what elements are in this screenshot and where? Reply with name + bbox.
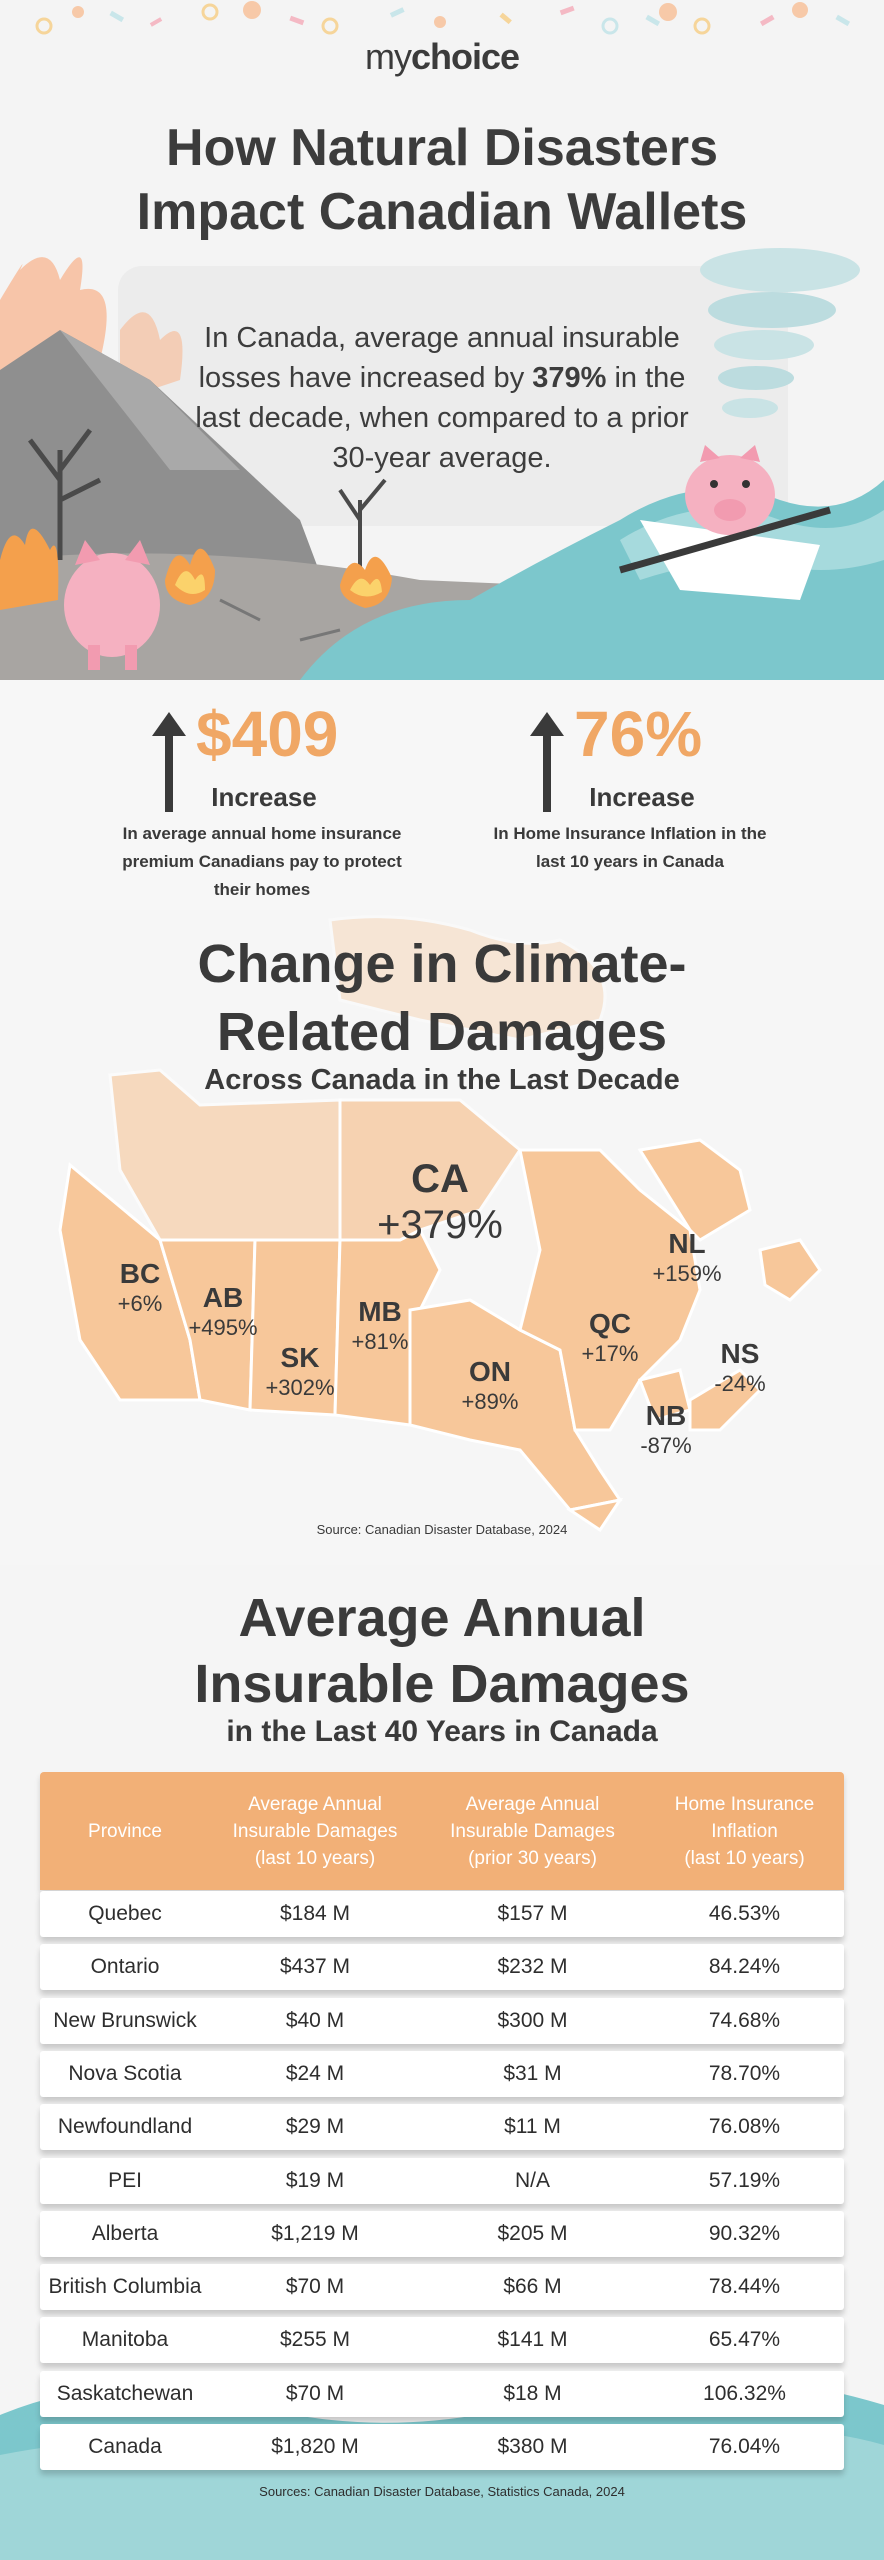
table-cell: $24 M <box>285 2061 345 2085</box>
table-cell: 57.19% <box>708 2168 781 2192</box>
province-label-ns: NS -24% <box>714 1338 766 1396</box>
table-row: Quebec $184 M $157 M 46.53% <box>40 1891 844 1937</box>
stat-description: In Home Insurance Inflation in the last … <box>493 824 767 871</box>
header-last-10-years: Average Annual Insurable Damages (last 1… <box>232 1793 398 1869</box>
table-cell: 106.32% <box>703 2381 786 2405</box>
header-province: Province <box>88 1820 162 1842</box>
stat-label: Increase <box>211 782 317 812</box>
canada-map <box>58 915 822 1533</box>
mychoice-logo: mychoice <box>364 36 520 77</box>
cell-province: British Columbia <box>48 2275 202 2299</box>
table-row: Manitoba $255 M $141 M 65.47% <box>40 2317 844 2364</box>
table-row: Ontario $437 M $232 M 84.24% <box>40 1944 844 1991</box>
arrow-up-icon <box>530 712 564 812</box>
table-cell: 65.47% <box>708 2328 781 2352</box>
province-label-sk: SK +302% <box>265 1342 335 1400</box>
cell-province: Saskatchewan <box>56 2381 194 2405</box>
table-header: Province Average Annual Insurable Damage… <box>40 1772 844 1890</box>
province-label-nb: NB -87% <box>640 1400 692 1458</box>
table-cell: 78.44% <box>708 2275 781 2299</box>
table-cell: $184 M <box>279 1902 351 1925</box>
table-cell: $380 M <box>497 2435 568 2458</box>
table-cell: 76.04% <box>708 2435 781 2458</box>
table-section: Average Annual Insurable Damages in the L… <box>0 1565 884 2560</box>
table-cell: 78.70% <box>708 2061 781 2085</box>
province-label-nl: NL +159% <box>652 1228 722 1286</box>
map-section: Change in Climate- Related Damages Across… <box>0 910 884 1565</box>
province-label-on: ON +89% <box>461 1356 519 1414</box>
map-subtitle: Across Canada in the Last Decade <box>204 1064 680 1096</box>
table-cell: $205 M <box>497 2221 568 2245</box>
arrow-up-icon <box>152 712 186 812</box>
confetti-decoration <box>35 1 851 35</box>
table-row: Alberta $1,219 M $205 M 90.32% <box>40 2210 844 2257</box>
cell-province: Canada <box>88 2435 162 2458</box>
table-cell: $437 M <box>279 1955 351 1979</box>
province-label-bc: BC +6% <box>117 1258 163 1316</box>
stat-description: In average annual home insurance premium… <box>122 824 402 899</box>
hero-statement: In Canada, average annual insurable loss… <box>195 322 689 474</box>
cell-province: Manitoba <box>81 2328 169 2352</box>
province-label-qc: QC +17% <box>581 1308 639 1366</box>
map-title: Change in Climate- Related Damages <box>197 934 687 1062</box>
table-cell: $70 M <box>285 2275 345 2299</box>
stat-value: $409 <box>196 698 339 770</box>
table-cell: $232 M <box>497 1955 568 1979</box>
table-source: Sources: Canadian Disaster Database, Sta… <box>259 2484 625 2499</box>
table-cell: $70 M <box>285 2381 345 2405</box>
cell-province: Ontario <box>90 1955 160 1979</box>
cell-province: Quebec <box>88 1902 162 1925</box>
table-cell: $29 M <box>285 2115 345 2139</box>
map-source: Source: Canadian Disaster Database, 2024 <box>316 1522 568 1537</box>
table-subtitle: in the Last 40 Years in Canada <box>226 1715 658 1748</box>
cell-province: Nova Scotia <box>68 2061 182 2085</box>
disaster-illustration <box>0 248 884 680</box>
table-row: Canada $1,820 M $380 M 76.04% <box>40 2424 844 2470</box>
province-label-mb: MB +81% <box>351 1296 409 1354</box>
table-cell: $19 M <box>285 2168 345 2192</box>
table-title: Average Annual Insurable Damages <box>194 1588 690 1714</box>
table-cell: 84.24% <box>708 1955 781 1979</box>
table-row: Nova Scotia $24 M $31 M 78.70% <box>40 2050 844 2097</box>
header-prior-30-years: Average Annual Insurable Damages (prior … <box>450 1793 615 1869</box>
table-cell: N/A <box>514 2168 550 2192</box>
table-cell: $141 M <box>497 2328 568 2352</box>
page-title: How Natural Disasters Impact Canadian Wal… <box>136 119 748 241</box>
table-cell: $157 M <box>497 1902 568 1925</box>
cell-province: Newfoundland <box>57 2115 193 2139</box>
table-cell: $11 M <box>504 2115 561 2139</box>
table-cell: $40 M <box>285 2008 345 2032</box>
table-row: British Columbia $70 M $66 M 78.44% <box>40 2264 844 2311</box>
table-cell: $1,219 M <box>271 2221 359 2245</box>
cell-province: New Brunswick <box>53 2008 197 2032</box>
table-cell: 46.53% <box>708 1902 781 1925</box>
cell-province: PEI <box>108 2168 142 2192</box>
table-cell: $18 M <box>503 2381 562 2405</box>
table-cell: $255 M <box>279 2328 351 2352</box>
table-row: Newfoundland $29 M $11 M 76.08% <box>40 2104 844 2151</box>
cell-province: Alberta <box>91 2221 159 2245</box>
table-row: PEI $19 M N/A 57.19% <box>40 2157 844 2204</box>
province-label-ab: AB +495% <box>188 1282 258 1340</box>
hero-section: mychoice How Natural Disasters Impact Can… <box>0 0 884 680</box>
table-cell: 90.32% <box>708 2221 781 2245</box>
stats-section: $409 Increase In average annual home ins… <box>0 680 884 910</box>
table-cell: $300 M <box>497 2008 568 2032</box>
table-cell: $66 M <box>503 2275 562 2299</box>
table-cell: $1,820 M <box>271 2435 359 2458</box>
table-row: New Brunswick $40 M $300 M 74.68% <box>40 1997 844 2044</box>
stat-value: 76% <box>574 698 703 770</box>
header-inflation: Home Insurance Inflation (last 10 years) <box>674 1793 815 1869</box>
table-cell: $31 M <box>503 2061 562 2085</box>
table-cell: 74.68% <box>708 2008 781 2032</box>
table-row: Saskatchewan $70 M $18 M 106.32% <box>40 2370 844 2417</box>
table-cell: 76.08% <box>708 2115 781 2139</box>
stat-label: Increase <box>589 782 695 812</box>
province-label-ca: CA +379% <box>377 1157 503 1247</box>
